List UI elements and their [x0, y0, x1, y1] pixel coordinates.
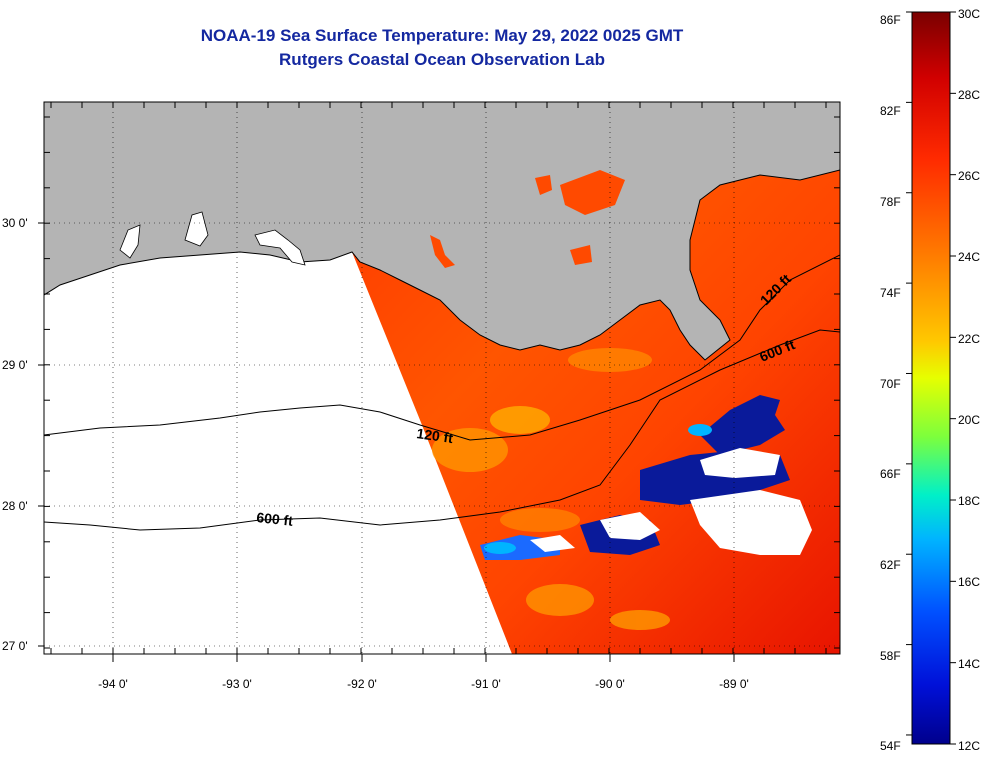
fahrenheit-label: 70F: [880, 377, 901, 391]
lat-label: 27 0': [2, 639, 28, 653]
map-plot-area: 120 ft 600 ft 120 ft 600 ft: [44, 102, 840, 654]
lat-label: 30 0': [2, 216, 28, 230]
graticule: [44, 102, 840, 654]
colorbar-fahrenheit-labels: 86F 82F 78F 74F 70F 66F 62F 58F 54F: [880, 13, 901, 753]
fahrenheit-label: 74F: [880, 286, 901, 300]
fahrenheit-label: 82F: [880, 104, 901, 118]
fahrenheit-label: 66F: [880, 467, 901, 481]
colorbar-celsius-labels: 30C 28C 26C 24C 22C 20C 18C 16C 14C 12C: [958, 7, 980, 753]
delta-islands: [430, 170, 625, 268]
lon-label: -91 0': [471, 677, 501, 691]
celsius-label: 14C: [958, 657, 980, 671]
celsius-label: 20C: [958, 413, 980, 427]
celsius-label: 18C: [958, 494, 980, 508]
lon-label: -94 0': [98, 677, 128, 691]
land: [44, 102, 840, 361]
lat-axis-labels: 30 0' 29 0' 28 0' 27 0': [2, 216, 28, 653]
temperature-colorbar: 86F 82F 78F 74F 70F 66F 62F 58F 54F 30C …: [880, 7, 980, 753]
celsius-label: 30C: [958, 7, 980, 21]
celsius-label: 28C: [958, 88, 980, 102]
lon-label: -90 0': [595, 677, 625, 691]
celsius-label: 24C: [958, 250, 980, 264]
celsius-label: 22C: [958, 332, 980, 346]
lon-label: -92 0': [347, 677, 377, 691]
cloud-mask: [530, 448, 812, 555]
lon-axis-labels: -94 0' -93 0' -92 0' -91 0' -90 0' -89 0…: [98, 677, 749, 691]
lon-label: -93 0': [222, 677, 252, 691]
lat-label: 29 0': [2, 358, 28, 372]
fahrenheit-label: 58F: [880, 649, 901, 663]
lat-label: 28 0': [2, 499, 28, 513]
celsius-label: 16C: [958, 575, 980, 589]
axis-ticks: [38, 102, 840, 662]
fahrenheit-label: 78F: [880, 195, 901, 209]
contour-label-600ft-west: 600 ft: [256, 509, 294, 529]
celsius-label: 12C: [958, 739, 980, 753]
map-title: NOAA-19 Sea Surface Temperature: May 29,…: [200, 26, 684, 45]
map-frame: [43, 101, 841, 655]
fahrenheit-label: 54F: [880, 739, 901, 753]
fahrenheit-label: 86F: [880, 13, 901, 27]
map-subtitle: Rutgers Coastal Ocean Observation Lab: [279, 50, 605, 69]
contour-label-120ft-west: 120 ft: [416, 425, 455, 446]
lon-label: -89 0': [719, 677, 749, 691]
celsius-label: 26C: [958, 169, 980, 183]
fahrenheit-label: 62F: [880, 558, 901, 572]
inland-lakes: [119, 211, 306, 266]
bathymetry-contours: [44, 254, 840, 531]
colorbar-gradient: [911, 11, 951, 745]
